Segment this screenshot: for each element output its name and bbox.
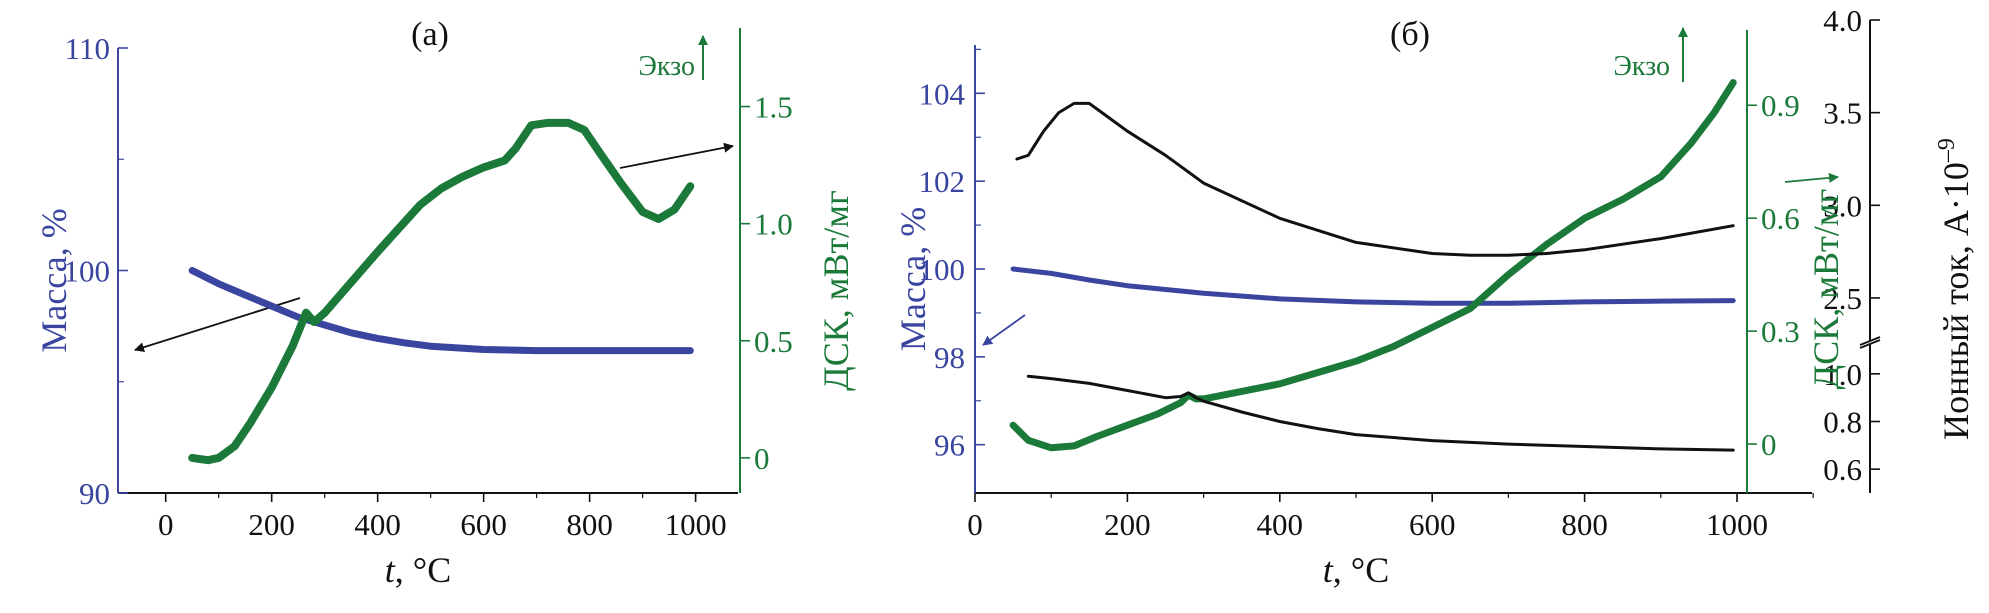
- panel-b-axis-break-mark: [1859, 339, 1881, 349]
- panel-b-x-tick-label: 400: [1257, 507, 1304, 542]
- panel-a-x-tick-label: 400: [354, 507, 401, 542]
- panel-b-left-tick-label: 96: [934, 428, 965, 463]
- panel-b-far-tick-label: 0.8: [1823, 405, 1862, 440]
- panel-a-left-tick-label: 90: [79, 476, 110, 511]
- panel-b-far-tick-label: 4.0: [1823, 3, 1862, 38]
- panel-a-x-axis-title: t, °C: [385, 550, 451, 590]
- panel-b-right-tick-label: 0.3: [1761, 314, 1800, 349]
- panel-b-dsc-pointer-arrow: [1784, 172, 1839, 183]
- panel-b-far-tick-label: 0.6: [1823, 452, 1862, 487]
- panel-a-x-tick-label: 0: [158, 507, 174, 542]
- panel-b-far-tick-label: 3.0: [1823, 188, 1862, 223]
- panel-b-x-tick-label: 0: [967, 507, 983, 542]
- panel-a-mass-series-line: [188, 267, 694, 355]
- panel-a-right-tick-label: 0: [754, 441, 770, 476]
- panel-a-right-tick-label: 1.0: [754, 207, 793, 242]
- panel-b-x-tick-label: 200: [1104, 507, 1151, 542]
- panel-a-x-axis-title-var: t: [385, 550, 396, 590]
- panel-a-exo-label: Экзо: [638, 51, 695, 82]
- panel-a-dsc-pointer-arrow: [619, 142, 734, 169]
- panel-b-left-tick-label: 102: [919, 164, 966, 199]
- panel-a-left-tick-label: 100: [64, 254, 111, 289]
- panel-b-x-tick-label: 600: [1409, 507, 1456, 542]
- panel-b-ion-current-upper-line: [1015, 101, 1735, 257]
- panel-b-right-tick-label: 0: [1761, 427, 1777, 462]
- panel-b-axes: 0 200 400 600 800 1000 96 98 100 102 104 0 0.3 0.6 0.9…: [893, 3, 1976, 590]
- panel-b-exo-label: Экзо: [1613, 51, 1670, 82]
- panel-b-mass-pointer-arrow: [982, 314, 1026, 346]
- panel-b-chart: (б) Экзо 0 200 400 600 800 100096981001021040…: [893, 3, 1976, 590]
- panel-a-left-axis-title: Масса, %: [34, 208, 74, 352]
- panel-a-right-tick-label: 0.5: [754, 324, 793, 359]
- panel-a-x-tick-label: 800: [566, 507, 613, 542]
- panel-a-exo-indicator: Экзо: [638, 35, 708, 82]
- panel-b-right-tick-label: 0.6: [1761, 201, 1800, 236]
- panel-b-far-tick-label: 2.5: [1823, 281, 1862, 316]
- panel-b-left-tick-label: 104: [919, 76, 966, 111]
- panel-b-x-axis-title-var: t: [1323, 550, 1334, 590]
- panel-a-right-tick-label: 1.5: [754, 90, 793, 125]
- panel-b-far-axis-title-exponent: –9: [1934, 138, 1960, 163]
- panel-b-x-tick-label: 800: [1561, 507, 1608, 542]
- panel-b-right-tick-label: 0.9: [1761, 88, 1800, 123]
- panel-b-ion-current-lower-line: [1026, 374, 1735, 452]
- panel-a-x-tick-label: 600: [460, 507, 507, 542]
- panel-b-left-axis-title: Масса, %: [893, 207, 933, 351]
- panel-b-right-axis-title: ДСК, мВт/мг: [1806, 189, 1846, 390]
- panel-b-far-tick-label: 3.5: [1823, 96, 1862, 131]
- panel-b-x-tick-label: 1000: [1706, 507, 1768, 542]
- panel-a-axes: 0 200 400 600 800 1000 90 100 110 0 0.5 1.0 1.5 Масса…: [34, 28, 856, 590]
- panel-a-right-axis-title: ДСК, мВт/мг: [816, 190, 856, 391]
- panel-b-far-axis-title: Ионный ток, А·10–9: [1934, 138, 1976, 440]
- panel-a-x-axis-title-unit: , °C: [395, 550, 451, 590]
- panel-b-left-tick-label: 100: [919, 252, 966, 287]
- panel-b-axis-break-mark: [1859, 336, 1881, 346]
- panel-a-x-tick-label: 200: [248, 507, 295, 542]
- panel-a-left-tick-label: 110: [65, 31, 110, 66]
- panel-a-label: (а): [411, 16, 449, 53]
- panel-a-chart: (а) Экзо 0 200 400 600 800 1000 90 100 110 0 0.5 1.…: [34, 16, 856, 590]
- panel-b-exo-indicator: Экзо: [1613, 27, 1688, 82]
- panel-a-x-tick-label: 1000: [665, 507, 727, 542]
- panel-b-mass-series-line: [1010, 266, 1736, 306]
- panel-b-far-axis-title-main: Ионный ток, А·10: [1936, 162, 1976, 440]
- panel-b-dsc-series-line: [1009, 79, 1737, 452]
- panel-b-left-tick-label: 98: [934, 340, 965, 375]
- panel-b-far-tick-label: 1.0: [1823, 357, 1862, 392]
- panel-b-x-axis-title: t, °C: [1323, 550, 1389, 590]
- panel-b-label: (б): [1390, 16, 1430, 53]
- panel-b-x-axis-title-unit: , °C: [1333, 550, 1389, 590]
- panel-a-dsc-series-line: [188, 118, 695, 465]
